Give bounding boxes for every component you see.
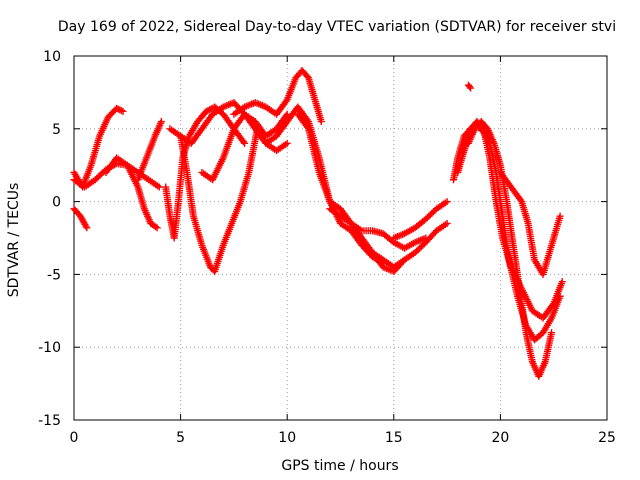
data-point <box>241 139 249 147</box>
data-point <box>558 278 566 286</box>
data-point <box>239 138 247 146</box>
x-tick-label: 10 <box>278 430 296 446</box>
x-tick-label: 5 <box>176 430 185 446</box>
data-point <box>114 105 122 113</box>
series-track <box>464 81 475 92</box>
y-axis-label: SDTVAR / TECUs <box>6 183 22 298</box>
tick-labels: 0 5 10 15 20 25 -15 -10 -5 0 5 10 <box>38 49 616 446</box>
data-point <box>113 104 121 112</box>
series-track <box>70 205 91 232</box>
data-point <box>153 224 161 232</box>
data-point <box>548 329 556 337</box>
y-tick-label: -15 <box>38 413 61 429</box>
y-tick-label: -5 <box>47 267 61 283</box>
axes <box>73 55 608 421</box>
data-point <box>282 112 290 120</box>
data-point <box>283 139 291 147</box>
data-point <box>443 219 451 227</box>
data-point <box>443 198 451 206</box>
data-point <box>556 212 564 220</box>
data-point <box>517 196 525 204</box>
y-tick-label: 5 <box>52 122 61 138</box>
series-track <box>496 168 564 278</box>
series-track <box>454 122 564 344</box>
data-point <box>465 83 473 91</box>
data-point <box>317 118 325 126</box>
y-tick-label: -10 <box>38 340 61 356</box>
series-track <box>294 110 408 275</box>
series-track <box>464 118 556 380</box>
data-point <box>282 97 290 105</box>
data-point <box>467 84 475 92</box>
data-point <box>283 110 291 118</box>
data-point <box>155 183 163 191</box>
data-point <box>152 223 160 231</box>
data-point <box>117 107 125 115</box>
data-point <box>556 292 564 300</box>
series-track <box>177 125 261 275</box>
x-tick-label: 0 <box>70 430 79 446</box>
series-track <box>198 110 291 184</box>
series-track <box>230 67 325 126</box>
data-point <box>116 106 124 114</box>
data-point <box>303 116 311 124</box>
y-tick-label: 0 <box>52 195 61 211</box>
data-points <box>70 67 566 380</box>
series-track <box>390 198 451 242</box>
data-point <box>119 107 127 115</box>
x-tick-label: 20 <box>491 430 509 446</box>
data-point <box>83 224 91 232</box>
chart-title: Day 169 of 2022, Sidereal Day-to-day VTE… <box>58 19 616 35</box>
x-axis-label: GPS time / hours <box>281 458 398 474</box>
x-tick-label: 25 <box>598 430 616 446</box>
series-track <box>162 103 249 242</box>
series-track <box>134 118 165 184</box>
series-track <box>326 205 430 252</box>
y-tick-label: 10 <box>43 49 61 65</box>
series-track <box>368 219 451 271</box>
x-tick-label: 15 <box>385 430 403 446</box>
data-point <box>157 118 165 126</box>
grid <box>74 56 607 420</box>
series-track <box>70 104 127 191</box>
plot-frame <box>73 55 608 421</box>
data-point <box>303 123 311 131</box>
series-track <box>102 154 161 232</box>
